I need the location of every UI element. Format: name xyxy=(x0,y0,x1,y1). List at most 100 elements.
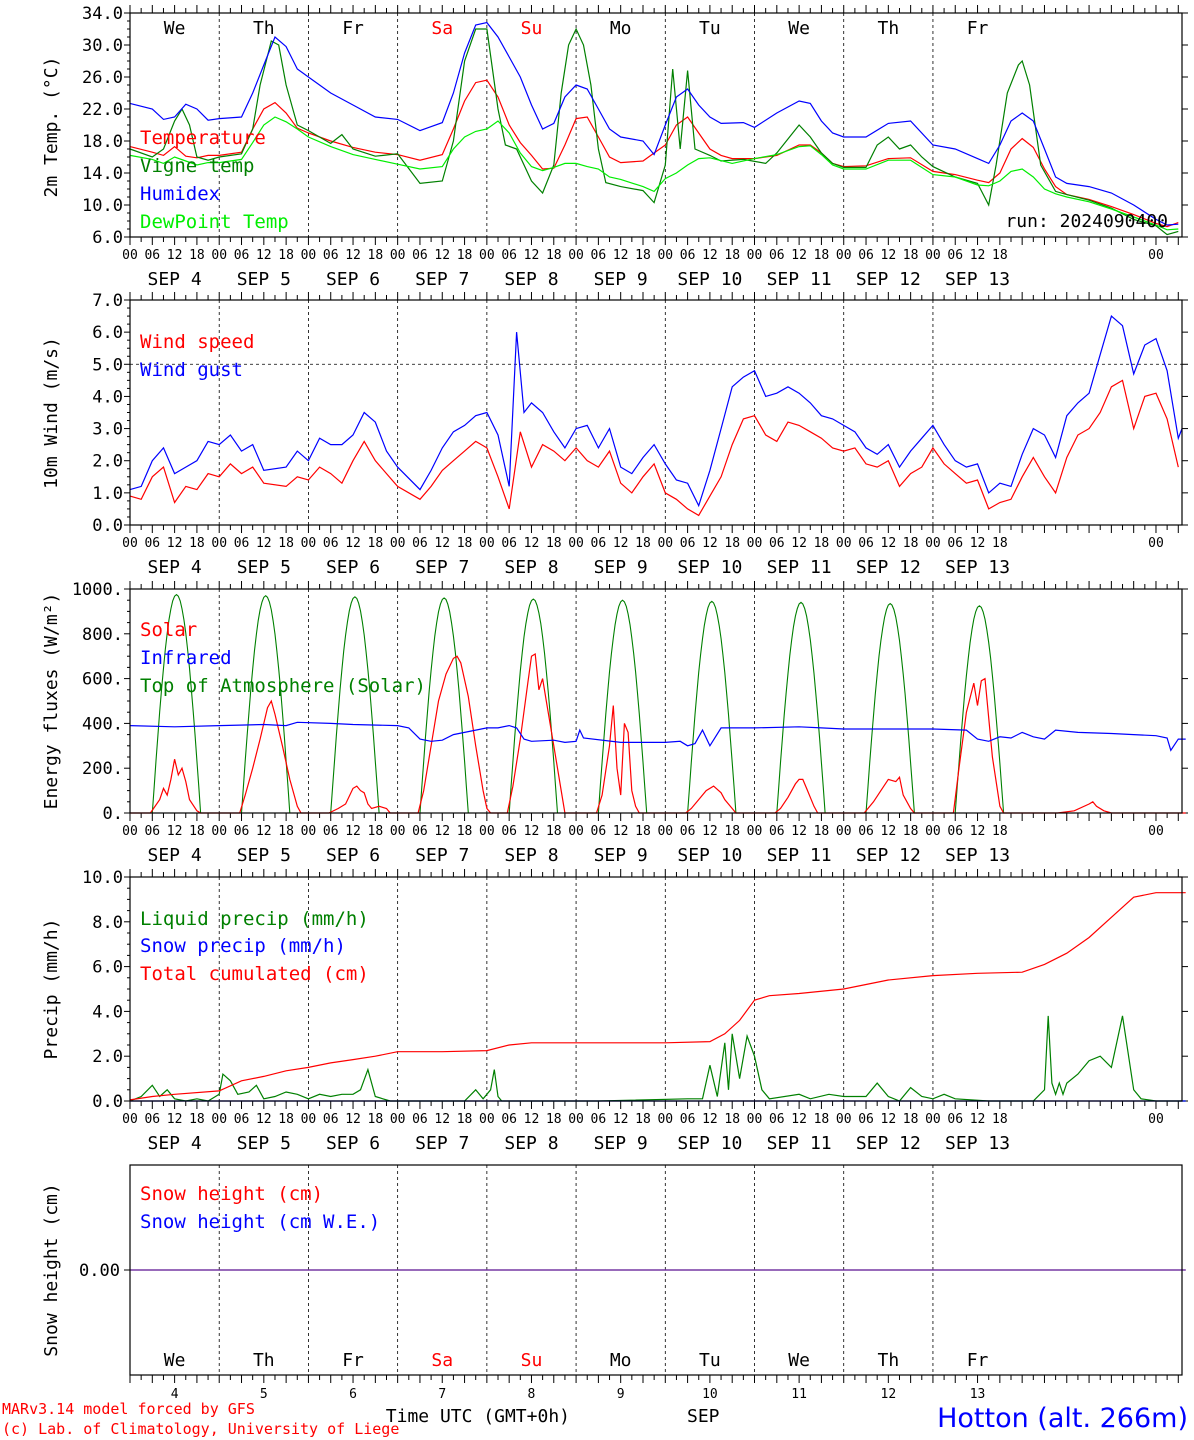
hour-label: 06 xyxy=(947,536,963,551)
hour-label: 06 xyxy=(144,536,160,551)
series-line-1 xyxy=(129,79,1179,228)
hour-label: 06 xyxy=(680,248,696,263)
date-label: SEP 13 xyxy=(945,845,1010,866)
hour-label-end: 00 xyxy=(1148,824,1164,839)
date-label: SEP 5 xyxy=(237,557,291,578)
plot-frame xyxy=(129,299,1183,526)
date-label: SEP 12 xyxy=(856,557,921,578)
hour-label: 18 xyxy=(814,536,830,551)
day-number-label: 8 xyxy=(528,1387,536,1402)
hour-label: 12 xyxy=(970,536,986,551)
date-label: SEP 13 xyxy=(945,269,1010,290)
date-label: SEP 8 xyxy=(504,557,558,578)
date-label: SEP 6 xyxy=(326,1133,380,1154)
hour-label: 12 xyxy=(434,248,450,263)
date-label: SEP 9 xyxy=(594,557,648,578)
hour-label: 18 xyxy=(457,248,473,263)
hour-label: 00 xyxy=(568,536,584,551)
day-name-label: Tu xyxy=(699,1350,721,1371)
date-label: SEP 6 xyxy=(326,845,380,866)
hour-label: 12 xyxy=(613,824,629,839)
hour-label-end: 00 xyxy=(1148,248,1164,263)
date-label: SEP 7 xyxy=(415,557,469,578)
y-tick-label: 26.0 xyxy=(82,68,123,88)
date-label: SEP 8 xyxy=(504,269,558,290)
day-number-label: 11 xyxy=(791,1387,807,1402)
day-number-label: 7 xyxy=(438,1387,446,1402)
hour-label: 18 xyxy=(992,248,1008,263)
plot-frame xyxy=(129,12,1183,238)
y-tick-label: 5.0 xyxy=(92,355,123,375)
day-name-label: Th xyxy=(877,1350,899,1371)
hour-label: 00 xyxy=(836,536,852,551)
y-tick-label: 0.0 xyxy=(92,1092,123,1112)
hour-label: 00 xyxy=(479,824,495,839)
y-tick-label: 2.0 xyxy=(92,452,123,472)
hour-label: 06 xyxy=(591,1112,607,1127)
hour-label: 00 xyxy=(479,248,495,263)
y-tick-label: 2.0 xyxy=(92,1047,123,1067)
hour-label: 06 xyxy=(858,536,874,551)
day-name-label: Mo xyxy=(610,1350,632,1371)
date-label: SEP 13 xyxy=(945,1133,1010,1154)
y-tick-label: 0.00 xyxy=(79,1261,120,1281)
hour-label: 12 xyxy=(791,824,807,839)
hour-label: 06 xyxy=(501,248,517,263)
hour-label: 00 xyxy=(657,248,673,263)
legend-label: Humidex xyxy=(140,183,220,205)
hour-label: 18 xyxy=(189,824,205,839)
series-line-1 xyxy=(129,1015,1186,1102)
hour-label: 18 xyxy=(368,536,384,551)
hour-label: 12 xyxy=(256,1112,272,1127)
date-label: SEP 8 xyxy=(504,1133,558,1154)
hour-label: 06 xyxy=(234,536,250,551)
hour-label: 00 xyxy=(568,248,584,263)
hour-label: 12 xyxy=(881,824,897,839)
hour-label: 12 xyxy=(791,248,807,263)
hour-label: 18 xyxy=(457,536,473,551)
hour-label: 06 xyxy=(501,824,517,839)
hour-label: 06 xyxy=(234,248,250,263)
y-tick-label: 8.0 xyxy=(92,913,123,933)
hour-label: 18 xyxy=(457,824,473,839)
panel-5: 0.00 Snow height (cm) 4 5 6 7 8 9 10 11 12 13 We Th Fr… xyxy=(41,1164,1186,1402)
hour-label: 18 xyxy=(992,1112,1008,1127)
y-tick-label: 0. xyxy=(103,804,123,824)
credit-line-2: (c) Lab. of Climatology, University of L… xyxy=(2,1420,399,1438)
hour-label: 06 xyxy=(234,1112,250,1127)
day-number-label: 5 xyxy=(260,1387,268,1402)
hour-label: 12 xyxy=(167,536,183,551)
y-tick-label: 34.0 xyxy=(82,4,123,24)
hour-label-end: 00 xyxy=(1148,1112,1164,1127)
day-name-label: Fr xyxy=(967,18,989,39)
date-label: SEP 12 xyxy=(856,845,921,866)
hour-label: 00 xyxy=(211,824,227,839)
legend-label: Wind speed xyxy=(140,331,254,353)
date-label: SEP 4 xyxy=(148,1133,202,1154)
date-label: SEP 10 xyxy=(677,557,742,578)
y-tick-label: 800. xyxy=(82,625,123,645)
legend-label: Snow precip (mm/h) xyxy=(140,935,346,957)
hour-label: 18 xyxy=(635,1112,651,1127)
legend-label: Top of Atmosphere (Solar) xyxy=(140,675,426,697)
hour-label: 12 xyxy=(613,248,629,263)
day-name-label: Fr xyxy=(342,18,364,39)
hour-label: 18 xyxy=(992,824,1008,839)
hour-label: 06 xyxy=(144,1112,160,1127)
hour-label: 06 xyxy=(501,1112,517,1127)
y-tick-label: 10.0 xyxy=(82,868,123,888)
hour-label: 18 xyxy=(635,248,651,263)
date-label: SEP 13 xyxy=(945,557,1010,578)
y-tick-label: 400. xyxy=(82,714,123,734)
date-label: SEP 6 xyxy=(326,557,380,578)
hour-label: 06 xyxy=(947,248,963,263)
day-number-label: 6 xyxy=(349,1387,357,1402)
hour-label: 18 xyxy=(457,1112,473,1127)
hour-label: 12 xyxy=(970,1112,986,1127)
credit-line-1: MARv3.14 model forced by GFS xyxy=(2,1400,255,1418)
day-name-label: Sa xyxy=(431,18,453,39)
hour-label: 12 xyxy=(167,824,183,839)
hour-label: 00 xyxy=(925,824,941,839)
hour-label: 18 xyxy=(546,248,562,263)
hour-label: 06 xyxy=(412,1112,428,1127)
